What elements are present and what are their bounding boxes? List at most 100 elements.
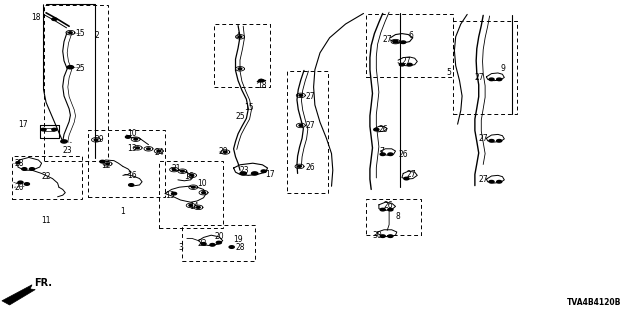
Polygon shape xyxy=(172,192,177,195)
Polygon shape xyxy=(157,150,161,152)
Polygon shape xyxy=(407,63,412,66)
Polygon shape xyxy=(196,206,200,208)
Polygon shape xyxy=(67,66,74,69)
Polygon shape xyxy=(41,128,46,131)
Text: 28: 28 xyxy=(14,159,24,168)
Text: 27: 27 xyxy=(383,35,392,44)
Text: 29: 29 xyxy=(95,135,104,144)
Text: 9: 9 xyxy=(500,64,506,73)
Text: 22: 22 xyxy=(197,239,207,248)
Text: 6: 6 xyxy=(408,31,413,40)
Polygon shape xyxy=(229,246,234,248)
Text: FR.: FR. xyxy=(34,278,52,288)
Polygon shape xyxy=(497,180,502,183)
Text: 27: 27 xyxy=(479,134,488,143)
Text: 10: 10 xyxy=(127,129,136,138)
Polygon shape xyxy=(394,41,397,43)
Polygon shape xyxy=(106,163,109,165)
Polygon shape xyxy=(22,168,27,170)
Polygon shape xyxy=(94,139,98,141)
Polygon shape xyxy=(388,235,393,237)
Polygon shape xyxy=(401,41,406,44)
Text: 17: 17 xyxy=(18,120,28,129)
Text: 21: 21 xyxy=(172,164,181,173)
Text: 27: 27 xyxy=(475,73,484,82)
Text: 26: 26 xyxy=(384,201,394,210)
Text: 17: 17 xyxy=(266,170,275,179)
Polygon shape xyxy=(393,40,398,43)
Polygon shape xyxy=(201,243,206,245)
Text: 19: 19 xyxy=(234,235,243,244)
Polygon shape xyxy=(399,63,404,66)
Polygon shape xyxy=(210,244,215,246)
Text: 1: 1 xyxy=(120,207,125,216)
Text: 12: 12 xyxy=(101,161,111,170)
Polygon shape xyxy=(202,192,205,194)
Text: 24: 24 xyxy=(155,148,164,156)
Polygon shape xyxy=(238,68,242,70)
Polygon shape xyxy=(299,94,303,96)
Text: 11: 11 xyxy=(42,216,51,225)
Polygon shape xyxy=(380,208,385,211)
Text: 16: 16 xyxy=(127,171,136,180)
Polygon shape xyxy=(172,169,176,171)
Polygon shape xyxy=(136,147,140,149)
Polygon shape xyxy=(100,160,105,163)
Text: 20: 20 xyxy=(14,183,24,192)
Text: 25: 25 xyxy=(236,112,245,121)
Text: 27: 27 xyxy=(402,57,412,66)
Text: 27: 27 xyxy=(306,121,316,130)
Polygon shape xyxy=(52,18,57,20)
Polygon shape xyxy=(29,168,35,170)
Polygon shape xyxy=(252,172,258,175)
Text: 15: 15 xyxy=(244,103,254,112)
Text: 16: 16 xyxy=(184,172,194,181)
Polygon shape xyxy=(191,186,195,188)
Text: 13: 13 xyxy=(165,191,175,200)
Polygon shape xyxy=(68,32,72,34)
Polygon shape xyxy=(129,184,134,186)
Polygon shape xyxy=(388,208,393,211)
Polygon shape xyxy=(380,153,385,156)
Text: 8: 8 xyxy=(396,212,400,221)
Text: 27: 27 xyxy=(479,175,488,184)
Polygon shape xyxy=(180,170,184,172)
Text: 26: 26 xyxy=(306,163,316,172)
Text: 18: 18 xyxy=(31,13,40,22)
Polygon shape xyxy=(489,78,494,81)
Text: 27: 27 xyxy=(306,92,316,101)
Polygon shape xyxy=(388,153,393,156)
Polygon shape xyxy=(223,151,227,153)
Polygon shape xyxy=(497,78,502,81)
Text: 14: 14 xyxy=(189,202,198,211)
Text: 20: 20 xyxy=(214,232,224,241)
Polygon shape xyxy=(147,148,150,150)
Polygon shape xyxy=(134,138,138,140)
Text: 30: 30 xyxy=(372,231,382,240)
Polygon shape xyxy=(190,174,194,176)
Text: 3: 3 xyxy=(178,243,183,252)
Text: 10: 10 xyxy=(197,179,207,188)
Polygon shape xyxy=(380,235,385,237)
Text: 26: 26 xyxy=(379,125,388,134)
Polygon shape xyxy=(16,162,20,164)
Text: 26: 26 xyxy=(398,150,408,159)
Text: 7: 7 xyxy=(379,147,384,156)
Text: 15: 15 xyxy=(76,29,85,38)
Polygon shape xyxy=(52,128,57,131)
Polygon shape xyxy=(61,140,67,143)
Polygon shape xyxy=(238,36,242,38)
Polygon shape xyxy=(497,140,502,142)
Text: 29: 29 xyxy=(219,147,228,156)
Polygon shape xyxy=(189,204,193,206)
Polygon shape xyxy=(298,165,301,167)
Text: 27: 27 xyxy=(406,170,416,179)
Polygon shape xyxy=(240,172,246,175)
Text: 23: 23 xyxy=(63,146,72,155)
Text: 2: 2 xyxy=(95,31,99,40)
Text: 18: 18 xyxy=(257,81,267,90)
Text: 4: 4 xyxy=(236,32,241,41)
Text: 28: 28 xyxy=(236,244,245,252)
Text: TVA4B4120B: TVA4B4120B xyxy=(566,298,621,307)
Text: 23: 23 xyxy=(240,166,250,175)
